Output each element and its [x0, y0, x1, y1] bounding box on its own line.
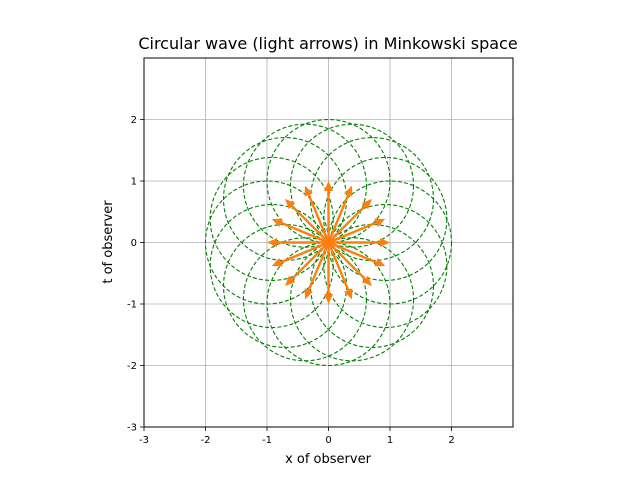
axis-ticks: -3 -2 -1 0 1 2 -3 -2 -1 0 1 2: [127, 115, 455, 446]
x-tick-label: 1: [387, 435, 393, 446]
x-tick-label: -3: [139, 435, 149, 446]
light-arrow: [327, 185, 353, 243]
light-arrow: [328, 238, 390, 247]
light-arrow-head: [304, 288, 313, 300]
light-arrow-head: [304, 185, 313, 197]
x-tick-label: 2: [448, 435, 454, 446]
x-tick-label: 0: [325, 435, 331, 446]
light-arrow-head: [267, 238, 277, 247]
light-arrow: [324, 181, 333, 243]
light-arrow-shaft: [327, 205, 366, 244]
wave-circle: [323, 203, 448, 329]
light-arrow-head: [344, 185, 353, 197]
light-arrow: [327, 241, 372, 286]
light-arrow-head: [361, 275, 372, 286]
light-arrow: [328, 218, 386, 244]
light-arrow: [271, 241, 329, 267]
light-arrow-shaft: [280, 241, 329, 264]
light-arrow-shaft: [307, 194, 330, 243]
light-arrow-shaft: [327, 241, 366, 280]
light-arrow-head: [344, 288, 353, 300]
wave-circle: [266, 241, 391, 367]
light-arrow-shaft: [280, 221, 329, 244]
y-tick-label: -1: [127, 300, 137, 311]
y-tick-label: -2: [127, 361, 137, 372]
light-arrow-shaft: [291, 205, 330, 244]
light-arrow: [304, 242, 330, 300]
light-arrow: [328, 241, 386, 267]
light-arrow: [285, 199, 330, 244]
light-arrow-head: [324, 181, 333, 191]
x-axis-label: x of observer: [285, 452, 372, 467]
light-arrow: [324, 242, 333, 304]
light-arrow-head: [380, 238, 390, 247]
light-arrow-shaft: [327, 242, 350, 291]
x-tick-label: -2: [201, 435, 211, 446]
wave-circle: [242, 123, 368, 248]
plot-area: [143, 58, 513, 428]
light-arrow-head: [271, 258, 283, 267]
light-arrow-shaft: [328, 241, 377, 264]
y-tick-label: 1: [131, 177, 137, 188]
light-arrow-head: [271, 218, 283, 227]
light-arrow-head: [285, 199, 296, 210]
light-arrow-shaft: [328, 221, 377, 244]
light-arrow-shaft: [291, 241, 330, 280]
chart-title: Circular wave (light arrows) in Minkowsk…: [138, 34, 517, 53]
light-arrow-head: [361, 199, 372, 210]
light-arrow: [267, 238, 329, 247]
light-arrow-head: [285, 275, 296, 286]
x-tick-label: -1: [262, 435, 272, 446]
light-arrow-head: [374, 258, 386, 267]
light-arrow: [327, 242, 353, 300]
y-tick-label: -3: [127, 423, 137, 434]
light-arrow: [285, 241, 330, 286]
light-arrow: [271, 218, 329, 244]
light-arrow: [304, 185, 330, 243]
y-tick-label: 2: [131, 115, 137, 126]
light-arrow-shaft: [307, 242, 330, 291]
y-tick-label: 0: [131, 238, 137, 249]
y-axis-label: t of observer: [101, 200, 116, 284]
light-arrow-head: [374, 218, 386, 227]
wave-circle: [289, 237, 415, 362]
light-arrow-head: [324, 294, 333, 304]
light-arrow: [327, 199, 372, 244]
light-arrow-shaft: [327, 194, 350, 243]
